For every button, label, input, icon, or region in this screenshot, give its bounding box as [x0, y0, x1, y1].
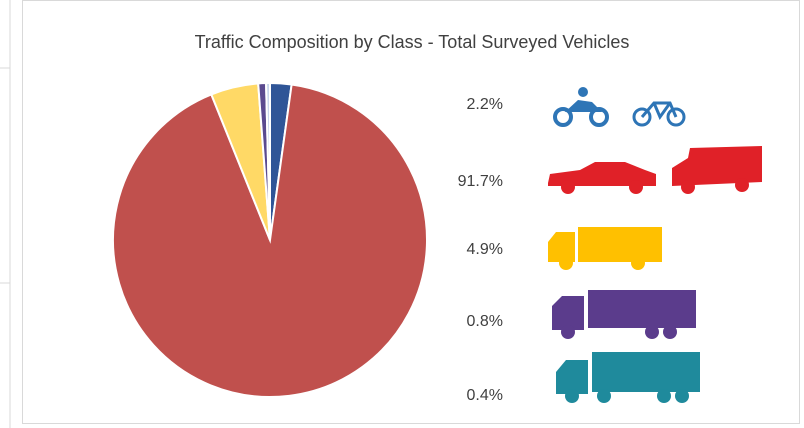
pie-slice	[265, 81, 271, 241]
bicycle-icon	[632, 101, 686, 127]
icons	[548, 87, 762, 403]
chart-title: Traffic Composition by Class - Total Sur…	[195, 32, 630, 52]
van-icon	[672, 146, 762, 194]
truck-icon	[548, 227, 662, 270]
car-icon	[548, 162, 656, 194]
value-label: 4.9%	[467, 241, 503, 258]
value-label: 0.4%	[467, 387, 503, 404]
value-label: 91.7%	[458, 173, 503, 190]
value-label: 2.2%	[467, 96, 503, 113]
value-label: 0.8%	[467, 313, 503, 330]
articulated-icon	[556, 352, 700, 403]
pie-slice	[112, 83, 428, 398]
motorcycle-icon	[553, 87, 609, 127]
lorry-icon	[552, 290, 696, 339]
